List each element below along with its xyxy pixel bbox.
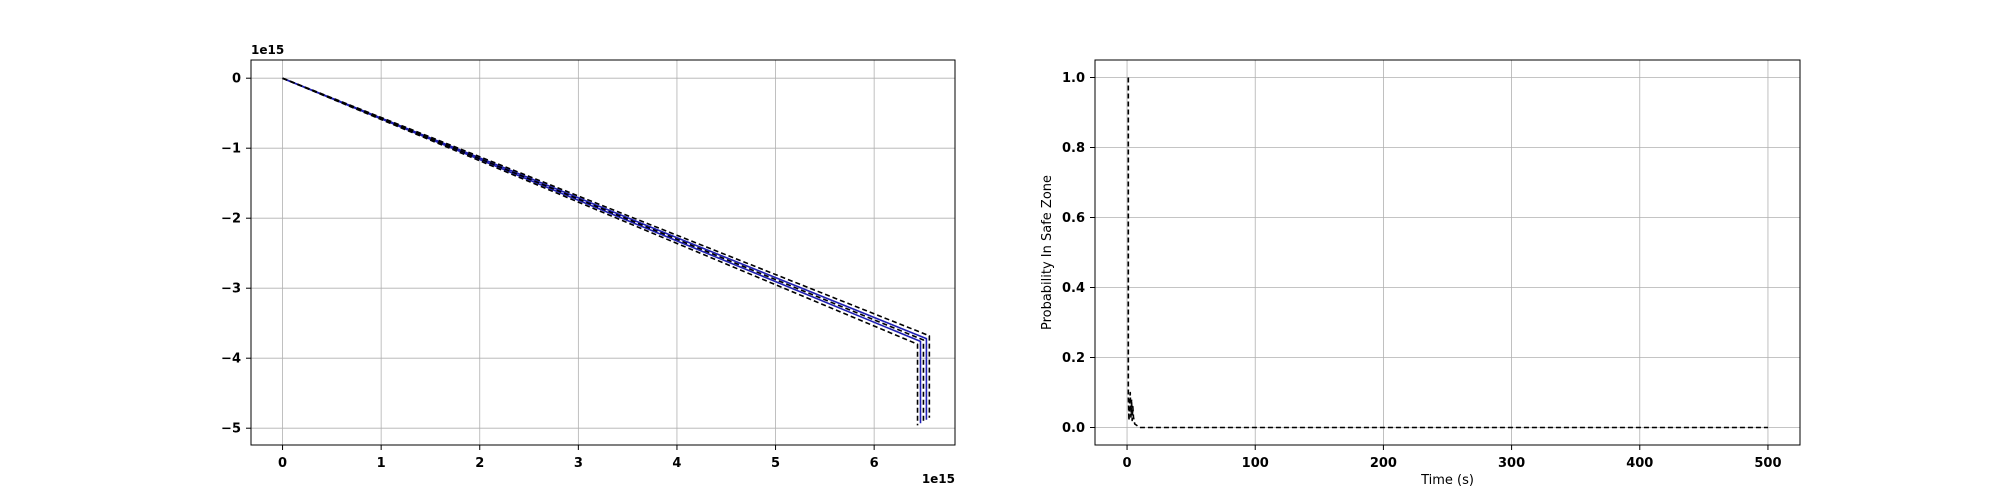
series-line-0 (1127, 77, 1768, 429)
trajectory-chart: 0 1 2 3 4 5 6 0 −1 −2 −3 −4 −5 1e15 1e15 (221, 43, 956, 486)
y-tick-label: −1 (221, 142, 241, 157)
plot-frame (1094, 59, 1801, 446)
x-tick-label: 200 (1370, 456, 1397, 471)
series-line-4 (282, 77, 931, 418)
x-tick-label: 400 (1626, 456, 1653, 471)
y-offset-label: 1e15 (251, 43, 284, 57)
x-axis-label: Time (s) (1420, 473, 1474, 488)
x-tick-label: 0 (278, 456, 287, 471)
plot-frame (250, 59, 956, 446)
x-tick-label: 100 (1242, 456, 1269, 471)
series-line-0 (282, 77, 922, 424)
x-tick-label: 500 (1754, 456, 1781, 471)
y-tick-label: 0 (232, 72, 241, 87)
y-tick-label: −4 (221, 352, 241, 367)
x-tick-label: 300 (1498, 456, 1525, 471)
series-line-1 (282, 77, 928, 420)
series-line-2 (282, 77, 919, 426)
x-tick-label: 4 (672, 456, 681, 471)
y-tick-label: 1.0 (1062, 71, 1085, 86)
x-tick-label: 1 (377, 456, 386, 471)
probability-chart: 0 100 200 300 400 500 0.0 0.2 0.4 0.6 0.8 1.0 Time (… (1040, 59, 1801, 488)
x-tick-label: 0 (1123, 456, 1132, 471)
x-tick-label: 6 (870, 456, 879, 471)
y-tick-label: −3 (221, 282, 241, 297)
y-tick-label: 0.4 (1062, 281, 1085, 296)
y-tick-label: −5 (221, 422, 241, 437)
x-tick-label: 2 (475, 456, 484, 471)
y-axis-label: Probability In Safe Zone (1040, 175, 1055, 330)
x-offset-label: 1e15 (922, 472, 955, 486)
x-tick-label: 5 (771, 456, 780, 471)
series-line-3 (282, 77, 925, 422)
y-tick-label: 0.0 (1062, 421, 1085, 436)
y-tick-label: 0.2 (1062, 351, 1085, 366)
y-tick-label: 0.8 (1062, 141, 1085, 156)
x-tick-label: 3 (574, 456, 583, 471)
y-tick-label: −2 (221, 212, 241, 227)
y-tick-label: 0.6 (1062, 211, 1085, 226)
